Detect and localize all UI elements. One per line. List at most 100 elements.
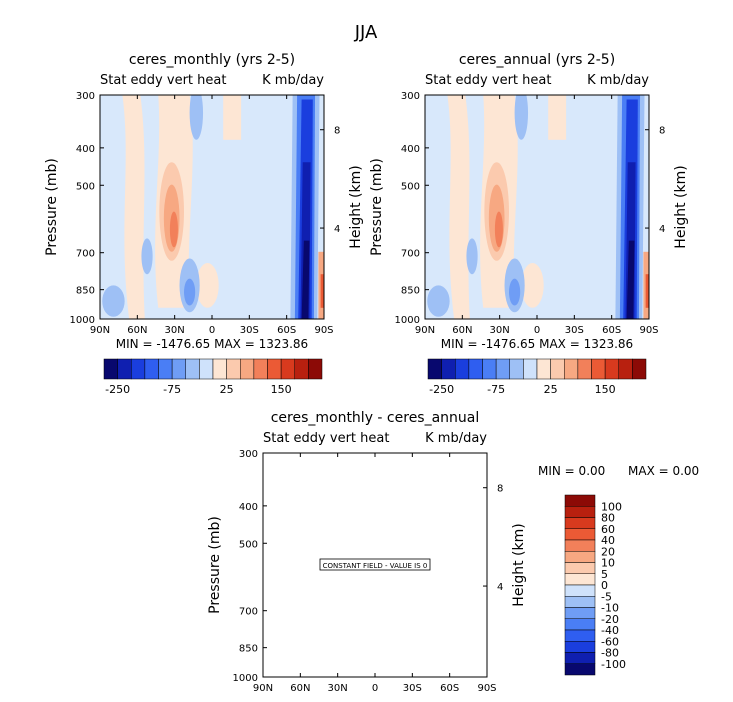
colorbar-swatch [253,358,268,380]
y-tick-label: 400 [239,502,258,513]
panel-ceres-annual: ceres_annual (yrs 2-5) Stat eddy vert hea… [369,52,689,396]
panel-ceres-monthly: ceres_monthly (yrs 2-5) Stat eddy vert he… [44,52,364,396]
colorbar-label: -10 [601,602,619,615]
y-right-tick-label: 4 [659,224,665,235]
field-label: Stat eddy vert heat [100,73,226,88]
colorbar-swatch [199,358,214,380]
warm-patch-upper [223,95,242,140]
colorbar-label: 20 [601,545,615,558]
cool-patch-upper [514,95,529,140]
colorbar-swatch [564,506,596,518]
cool-patch-lower-inner [184,278,196,306]
y-tick-label: 1000 [233,673,258,684]
field-label: Stat eddy vert heat [263,431,389,446]
colorbar-swatch [441,358,456,380]
x-tick-label: 90N [90,325,110,336]
y-right-tick-label: 8 [659,126,665,137]
x-tick-label: 0 [534,325,540,336]
y-axis-title: Pressure (mb) [207,516,223,614]
y-tick-label: 400 [76,144,95,155]
colorbar-label: 25 [220,383,234,396]
colorbar-swatch [131,358,146,380]
colorbar-label: -75 [163,383,181,396]
colorbar-swatch [240,358,255,380]
colorbar-swatch [618,358,633,380]
colorbar-swatch [564,629,596,642]
stats-readout: MIN = -1476.65 MAX = 1323.86 [441,337,633,351]
colorbar-label: 60 [601,523,615,536]
colorbar-swatch [158,358,173,380]
colorbar-label: 10 [601,557,615,570]
colorbar-swatch [577,358,592,380]
y-tick-label: 850 [401,286,420,297]
units-label: K mb/day [425,431,487,446]
x-tick-label: 60S [277,325,296,336]
y-tick-label: 700 [239,607,258,618]
colorbar-swatch [604,358,619,380]
figure-title: JJA [354,22,378,43]
colorbar-swatch [632,358,647,380]
cool-patch-pole [427,285,450,317]
cool-patch-mid [141,238,153,275]
cool-patch-pole [102,285,125,317]
colorbar-swatch [103,358,118,380]
colorbar-swatch [564,539,596,552]
stats-max: MAX = 0.00 [628,464,699,478]
x-tick-label: 30S [403,683,422,694]
x-tick-label: 90N [253,683,273,694]
colorbar-swatch [226,358,241,380]
colorbar-label: -60 [601,635,619,648]
colorbar-swatch [509,358,524,380]
y-tick-label: 500 [239,539,258,550]
field-label: Stat eddy vert heat [425,73,551,88]
y-axis-title: Pressure (mb) [44,158,60,256]
y-right-tick-label: 8 [497,484,503,495]
x-tick-label: 0 [209,325,215,336]
colorbar-label: -75 [487,383,505,396]
colorbar-swatch [482,358,497,380]
cool-patch-mid [466,238,478,275]
cool-patch-upper [189,95,204,140]
colorbar-swatch [455,358,470,380]
colorbar-label: 80 [601,512,615,525]
colorbar-swatch [564,573,596,586]
colorbar-label: 25 [544,383,558,396]
colorbar-swatch [468,358,483,380]
colorbar-swatch [495,358,510,380]
x-tick-label: 60N [290,683,310,694]
colorbar-swatch [591,358,606,380]
colorbar-label: 100 [601,500,622,513]
panel-title: ceres_annual (yrs 2-5) [459,52,615,68]
colorbar-swatch [550,358,565,380]
panel-difference: ceres_monthly - ceres_annual Stat eddy ve… [207,410,699,694]
colorbar-swatch [427,358,442,380]
colorbar-swatch [564,517,596,529]
warm-patch-upper [548,95,567,140]
x-tick-label: 30N [165,325,185,336]
colorbar-swatch [267,358,282,380]
units-label: K mb/day [262,73,324,88]
colorbar-swatch [117,358,132,380]
units-label: K mb/day [587,73,649,88]
panel-title: ceres_monthly (yrs 2-5) [129,52,295,68]
x-tick-label: 30N [490,325,510,336]
y-tick-label: 700 [76,249,95,260]
x-tick-label: 90S [314,325,333,336]
y-tick-label: 850 [239,644,258,655]
stats-readout: MIN = -1476.65 MAX = 1323.86 [116,337,308,351]
x-tick-label: 30N [328,683,348,694]
x-tick-label: 30S [240,325,259,336]
y-right-axis-title: Height (km) [348,165,364,248]
y-right-tick-label: 8 [334,126,340,137]
colorbar-swatch [144,358,159,380]
constant-note-box [319,558,431,571]
colorbar-swatch [171,358,186,380]
colorbar-label: -5 [601,590,612,603]
colorbar-label: -20 [601,613,619,626]
warm-band-north [447,95,470,319]
colorbar-swatch [564,528,596,541]
colorbar-swatch [564,584,596,597]
cold-column-max [626,240,635,319]
constant-note: CONSTANT FIELD - VALUE IS 0 [323,562,428,570]
colorbar-label: -40 [601,624,619,637]
